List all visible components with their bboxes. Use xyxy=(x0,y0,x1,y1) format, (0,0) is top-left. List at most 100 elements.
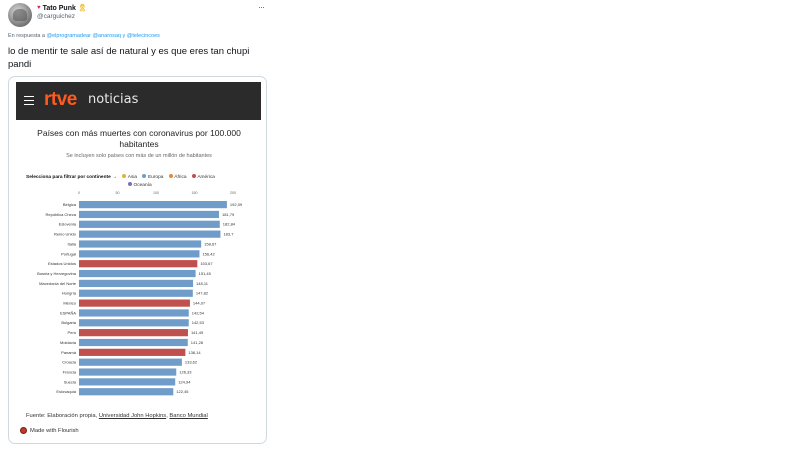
bar[interactable] xyxy=(79,240,202,248)
bar[interactable] xyxy=(79,289,193,297)
value-label: 153,67 xyxy=(200,261,213,266)
value-label: 126,33 xyxy=(179,369,192,374)
category-label: Perú xyxy=(68,330,76,335)
bar[interactable] xyxy=(79,348,186,356)
category-label: Panamá xyxy=(61,350,77,355)
category-label: República Checa xyxy=(46,212,77,217)
bar[interactable] xyxy=(79,250,200,258)
x-tick-label: 150 xyxy=(192,191,198,195)
section-label: noticias xyxy=(88,92,139,107)
bar-chart: 0 50 100 150 200 Bélgica 192,09 República Checa… xyxy=(37,191,243,396)
category-label: Eslovaquia xyxy=(56,389,76,394)
rtve-header: rtve noticias xyxy=(16,82,261,120)
author-handle[interactable]: @carguichez xyxy=(37,13,76,20)
ribbon-icon: 🎗 xyxy=(77,5,87,12)
category-label: Portugal xyxy=(61,251,76,256)
bar[interactable] xyxy=(79,309,189,317)
legend-dot-icon xyxy=(122,174,127,178)
category-label: Bulgaria xyxy=(61,320,76,325)
flourish-logo-icon xyxy=(20,427,27,434)
category-label: México xyxy=(63,301,76,306)
category-label: Italia xyxy=(68,241,77,246)
filter-option-america[interactable]: América xyxy=(191,174,215,180)
legend-dot-icon xyxy=(142,174,147,178)
bar[interactable] xyxy=(79,220,220,228)
bar[interactable] xyxy=(79,368,177,376)
value-label: 144,07 xyxy=(193,301,206,306)
reply-prefix: En respuesta a xyxy=(8,33,45,39)
chart-title: Países con más muertes con coronavirus p… xyxy=(37,128,241,149)
bar[interactable] xyxy=(79,388,174,396)
reply-mentions[interactable]: @elprogramadear @anarosaq y @telecincoes xyxy=(46,33,160,39)
source-link-banco-mundial[interactable]: Banco Mundial xyxy=(169,413,208,419)
bar[interactable] xyxy=(79,230,221,238)
value-label: 151,45 xyxy=(199,271,212,276)
value-label: 183,7 xyxy=(223,232,234,237)
tweet-text: lo de mentir te sale así de natural y es… xyxy=(8,46,250,70)
more-dots-icon[interactable]: ··· xyxy=(258,2,265,12)
bar[interactable] xyxy=(79,329,188,337)
value-label: 158,67 xyxy=(204,241,217,246)
category-label: Reino Unido xyxy=(54,232,77,237)
category-label: Bélgica xyxy=(63,202,77,207)
bar[interactable] xyxy=(79,299,190,307)
x-tick-label: 200 xyxy=(230,191,236,195)
legend-dot-icon xyxy=(128,182,132,186)
filter-option-africa[interactable]: África xyxy=(168,174,187,180)
value-label: 141,49 xyxy=(191,330,204,335)
legend-dot-icon xyxy=(168,174,173,178)
bar[interactable] xyxy=(79,269,196,278)
x-tick-label: 0 xyxy=(78,191,80,195)
bar[interactable] xyxy=(79,378,176,386)
chart-subtitle: Se incluyen solo países con más de un mi… xyxy=(66,153,212,159)
author-row[interactable]: ♥ Tato Punk 🎗 xyxy=(37,4,87,13)
category-label: Hungría xyxy=(62,291,77,296)
source-note: Fuente: Elaboración propia, Universidad … xyxy=(26,413,208,419)
continent-filter: Selecciona para filtrar por continente →… xyxy=(26,174,258,190)
value-label: 124,94 xyxy=(178,379,191,384)
category-label: ESPAÑA xyxy=(60,310,76,315)
author-name[interactable]: Tato Punk xyxy=(42,4,76,12)
value-label: 147,82 xyxy=(196,291,209,296)
filter-option-europa[interactable]: Europa xyxy=(142,174,163,180)
bar[interactable] xyxy=(79,201,227,209)
source-link-john-hopkins[interactable]: Universidad John Hopkins xyxy=(98,413,167,419)
filter-label: Selecciona para filtrar por continente → xyxy=(26,175,117,180)
hamburger-menu-icon xyxy=(24,96,34,105)
x-tick-label: 50 xyxy=(116,191,120,195)
bar[interactable] xyxy=(79,319,189,327)
bar[interactable] xyxy=(79,358,182,366)
category-label: Moldavia xyxy=(60,340,77,345)
filter-option-oceania[interactable]: Oceanía xyxy=(128,182,152,188)
value-label: 192,09 xyxy=(230,202,243,207)
category-label: Bosnia y Herzegovina xyxy=(37,271,77,276)
bar[interactable] xyxy=(79,279,194,287)
value-label: 156,42 xyxy=(202,251,215,256)
legend-dot-icon xyxy=(191,174,196,178)
avatar[interactable] xyxy=(8,3,32,27)
value-label: 181,79 xyxy=(222,212,235,217)
tweet: ♥ Tato Punk 🎗 @carguichez ··· En respues… xyxy=(0,0,272,450)
filter-option-asia[interactable]: Asia xyxy=(122,174,137,180)
bar[interactable] xyxy=(79,338,188,347)
made-with-flourish[interactable]: Made with Flourish xyxy=(20,427,79,434)
value-label: 182,84 xyxy=(223,222,236,227)
category-label: Francia xyxy=(63,369,77,374)
heart-icon: ♥ xyxy=(37,5,41,11)
value-label: 148,11 xyxy=(196,281,209,286)
bar[interactable] xyxy=(79,260,198,268)
value-label: 142,53 xyxy=(192,320,205,325)
category-label: Croacia xyxy=(62,360,77,365)
x-tick-label: 100 xyxy=(153,191,159,195)
value-label: 138,14 xyxy=(188,350,201,355)
category-label: Eslovenia xyxy=(59,222,77,227)
value-label: 133,62 xyxy=(185,360,198,365)
category-label: Suecia xyxy=(64,379,77,384)
bar[interactable] xyxy=(79,210,219,219)
category-label: Estados Unidos xyxy=(48,261,76,266)
value-label: 142,54 xyxy=(192,310,205,315)
rtve-logo: rtve xyxy=(44,89,77,110)
reply-context: En respuesta a @elprogramadear @anarosaq… xyxy=(8,33,160,39)
embedded-image-card[interactable]: rtve noticias Países con más muertes con… xyxy=(8,76,267,444)
category-label: Macedonia del Norte xyxy=(39,281,77,286)
